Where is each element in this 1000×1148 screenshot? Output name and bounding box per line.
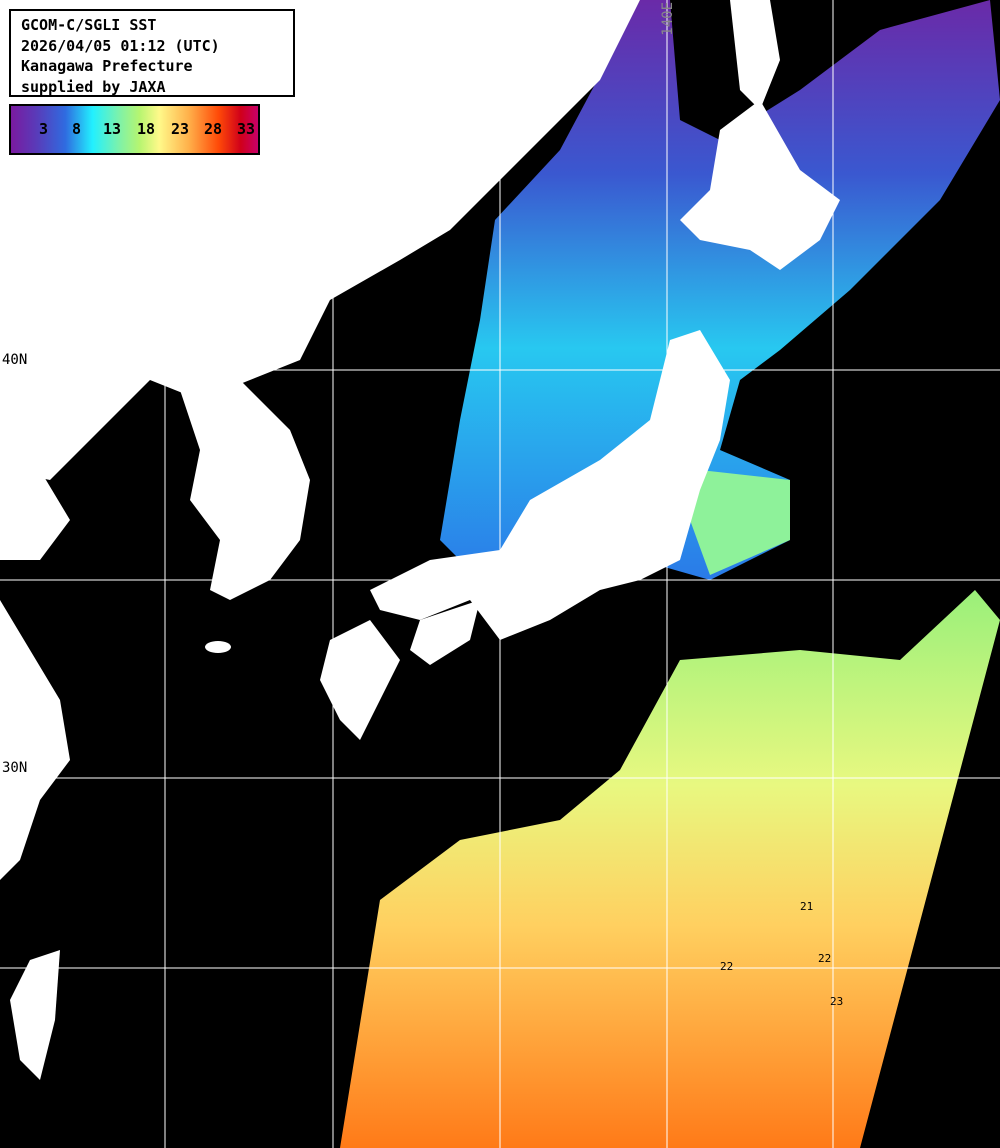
land-jeju: [205, 641, 231, 653]
scale-tick: 8: [72, 120, 82, 138]
land-shikoku: [410, 600, 480, 665]
land-hokkaido: [680, 100, 840, 270]
scale-tick: 3: [39, 120, 49, 138]
scale-tick: 13: [103, 120, 122, 138]
contour-label: 22: [818, 952, 832, 965]
land-china-south: [0, 600, 70, 880]
scale-tick: 33: [237, 120, 256, 138]
land-china-coast: [0, 470, 70, 560]
land-sakhalin: [730, 0, 780, 110]
region: Kanagawa Prefecture: [21, 57, 193, 75]
sst-swath-east: [690, 470, 790, 575]
land-taiwan: [10, 950, 60, 1080]
land-island: [397, 127, 423, 163]
contour-label: 21: [800, 900, 814, 913]
scale-tick: 28: [204, 120, 223, 138]
scale-tick: 18: [137, 120, 156, 138]
land-kyushu: [320, 620, 400, 740]
contour-label: 23: [830, 995, 844, 1008]
product-title: GCOM-C/SGLI SST: [21, 16, 157, 34]
lat-label-30n: 30N: [2, 760, 28, 776]
land-honshu: [370, 330, 730, 640]
timestamp: 2026/04/05 01:12 (UTC): [21, 36, 220, 55]
info-box: GCOM-C/SGLI SST 2026/04/05 01:12 (UTC) K…: [9, 9, 295, 97]
sst-swath-south: [340, 590, 1000, 1148]
lat-label-40n: 40N: [2, 352, 28, 368]
land-korea: [180, 380, 310, 600]
credit: supplied by JAXA: [21, 77, 166, 96]
color-scale-bar: 3 8 13 18 23 28 33: [9, 104, 260, 155]
scale-tick: 23: [171, 120, 190, 138]
sst-swath-north: [440, 0, 1000, 580]
contour-label: 22: [720, 960, 734, 973]
lon-label-140e: 140E: [660, 2, 676, 36]
